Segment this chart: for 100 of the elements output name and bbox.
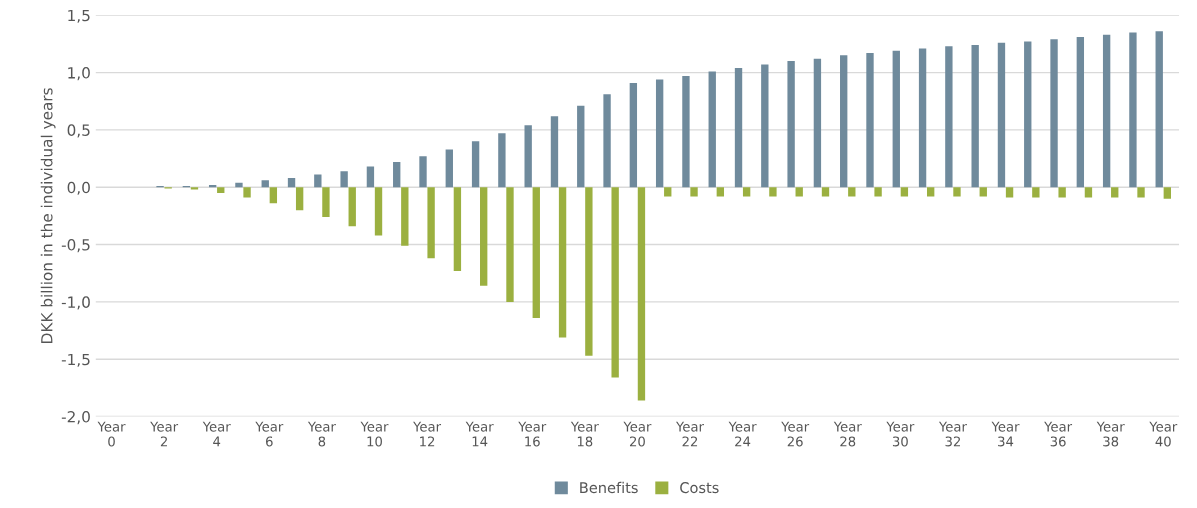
- bar: [550, 116, 559, 188]
- y-tick-label: 1,5: [68, 9, 90, 23]
- y-tick-label: -1,0: [61, 296, 90, 310]
- x-tick-label: Year 28: [833, 421, 862, 447]
- bar: [1024, 41, 1032, 188]
- bar: [708, 71, 716, 188]
- bar: [716, 187, 725, 197]
- bar: [348, 187, 356, 227]
- bar: [1032, 187, 1040, 198]
- y-tick-label: -1,5: [61, 353, 90, 367]
- bar: [577, 105, 585, 188]
- bar: [480, 187, 488, 286]
- bar: [945, 46, 953, 188]
- bar: [1084, 187, 1093, 198]
- x-tick-label: Year 22: [675, 421, 704, 447]
- y-tick-label: 1,0: [68, 67, 90, 81]
- bar: [821, 187, 830, 197]
- bar: [506, 187, 514, 302]
- bar: [524, 125, 532, 188]
- y-tick-label: 0,0: [67, 181, 90, 195]
- x-tick-label: Year 0: [97, 421, 126, 447]
- x-tick-label: Year 12: [413, 421, 442, 447]
- bar: [314, 174, 322, 188]
- bar: [682, 76, 690, 188]
- bar: [532, 187, 540, 318]
- bar: [471, 141, 480, 188]
- bar: [637, 187, 646, 401]
- bar: [366, 166, 375, 188]
- bar: [611, 187, 619, 378]
- bar: [979, 187, 987, 197]
- bar: [664, 187, 672, 197]
- bar: [866, 53, 874, 188]
- bar: [953, 187, 961, 197]
- bar: [795, 187, 803, 197]
- bar: [927, 187, 935, 197]
- bar: [190, 187, 199, 190]
- bar: [1129, 32, 1137, 188]
- bar: [287, 178, 296, 188]
- x-tick-label: Year 4: [202, 421, 231, 447]
- bar: [1163, 187, 1171, 199]
- x-tick-label: Year 32: [938, 421, 967, 447]
- bar: [217, 187, 225, 193]
- x-tick-label: Year 10: [360, 421, 389, 447]
- bar: [295, 187, 304, 211]
- bar: [340, 171, 348, 188]
- bar: [690, 187, 698, 197]
- bar: [900, 187, 909, 197]
- bar: [629, 82, 638, 188]
- x-tick-label: Year 14: [465, 421, 494, 447]
- bar: [374, 187, 383, 236]
- bar: [1050, 39, 1058, 188]
- y-axis-title: DKK billion in the individual years: [40, 88, 56, 343]
- legend-label: Benefits: [580, 481, 638, 494]
- bar: [971, 45, 979, 188]
- x-tick-label: Year 40: [1149, 421, 1178, 447]
- bar: [261, 180, 269, 188]
- bar: [393, 162, 401, 188]
- bar: [761, 64, 769, 188]
- bar: [322, 187, 330, 218]
- bar: [1111, 187, 1119, 198]
- y-tick-label: -0,5: [61, 239, 90, 253]
- bar: [655, 79, 664, 188]
- x-tick-label: Year 20: [623, 421, 652, 447]
- x-tick-label: Year 6: [255, 421, 284, 447]
- bar: [1102, 34, 1111, 188]
- bar: [1005, 187, 1014, 198]
- bar: [243, 187, 251, 198]
- bar: [813, 58, 822, 188]
- x-tick-label: Year 38: [1096, 421, 1125, 447]
- x-tick-label: Year 24: [728, 421, 757, 447]
- bar: [1155, 31, 1163, 188]
- bar: [1076, 37, 1085, 188]
- bar: [1058, 187, 1066, 198]
- bar: [892, 50, 900, 188]
- bar: [874, 187, 882, 197]
- bar: [445, 149, 453, 188]
- x-tick-label: Year 16: [518, 421, 547, 447]
- bar: [453, 187, 462, 271]
- bar: [997, 42, 1006, 188]
- x-tick-label: Year 30: [886, 421, 915, 447]
- bar: [585, 187, 593, 356]
- bar: [848, 187, 856, 197]
- bar: [401, 187, 409, 246]
- bar: [558, 187, 567, 338]
- bar: [603, 94, 611, 188]
- bar: [787, 61, 795, 188]
- x-tick-label: Year 36: [1044, 421, 1073, 447]
- x-tick-label: Year 26: [781, 421, 810, 447]
- bar: [498, 133, 506, 188]
- legend-label: Costs: [680, 482, 719, 494]
- bar: [734, 67, 743, 188]
- y-tick-label: 0,5: [67, 124, 90, 138]
- bar: [840, 55, 848, 188]
- bar: [1137, 187, 1145, 198]
- x-tick-label: Year 18: [570, 421, 599, 447]
- bar: [427, 187, 435, 259]
- y-tick-label: -2,0: [61, 411, 90, 425]
- bar: [419, 156, 427, 188]
- bar: [742, 187, 751, 197]
- bar: [918, 48, 927, 188]
